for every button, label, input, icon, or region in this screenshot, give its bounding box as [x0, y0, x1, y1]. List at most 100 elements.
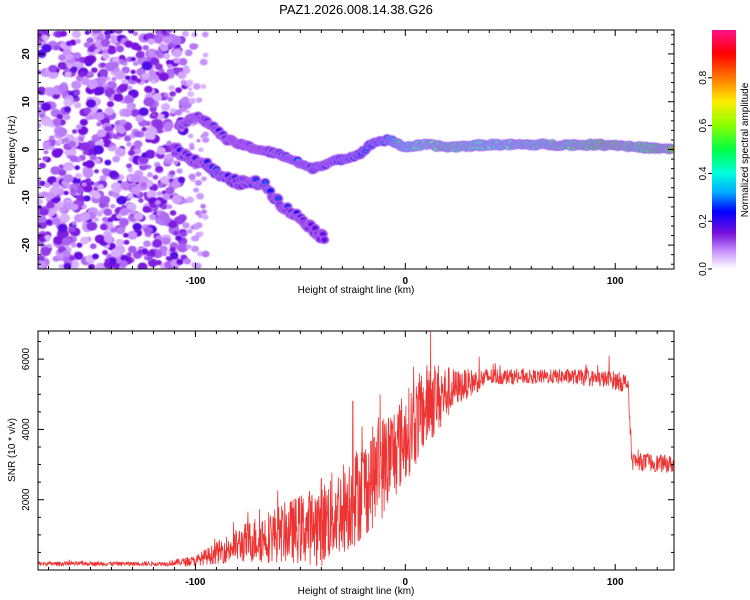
heatmap-cell	[42, 70, 50, 77]
heatmap-cell	[126, 141, 133, 147]
heatmap-cell	[171, 195, 182, 204]
heatmap-cell	[46, 201, 55, 209]
heatmap-cell	[119, 218, 129, 227]
heatmap-cell	[135, 114, 144, 123]
heatmap-cell	[102, 250, 109, 256]
heatmap-cell	[83, 42, 91, 48]
heatmap-cell	[106, 101, 114, 108]
heatmap-cell	[160, 103, 171, 111]
heatmap-cell	[93, 169, 99, 174]
heatmap-cell	[71, 30, 82, 39]
heatmap-cell	[132, 222, 142, 231]
heatmap-cell	[142, 44, 149, 51]
heatmap-cell	[137, 249, 143, 255]
heatmap-cell	[192, 83, 201, 90]
heatmap-cell	[85, 99, 97, 108]
heatmap-cell	[73, 90, 80, 96]
heatmap-cell	[130, 174, 141, 183]
snr-x-axis-label: Height of straight line (km)	[298, 586, 415, 597]
heatmap-cell	[176, 168, 183, 174]
heatmap-cell	[126, 163, 133, 169]
heatmap-cell	[181, 96, 190, 104]
heatmap-cell	[200, 134, 205, 139]
heatmap-cell	[42, 34, 50, 41]
heatmap-cell	[98, 68, 109, 77]
heatmap-cell	[93, 217, 99, 222]
y-tick-label: 20	[21, 48, 32, 60]
heatmap-cell	[102, 53, 110, 60]
y-tick-label: 0	[21, 146, 32, 152]
heatmap-cell	[64, 106, 71, 113]
heatmap-cell	[95, 210, 103, 217]
heatmap-cell	[126, 252, 132, 257]
heatmap-cell	[57, 138, 64, 145]
heatmap-cell	[153, 35, 164, 44]
heatmap-cell	[62, 256, 69, 263]
heatmap-cell	[58, 264, 64, 269]
heatmap-cell	[148, 213, 157, 221]
heatmap-cell	[79, 71, 86, 76]
heatmap-cell	[184, 49, 193, 57]
heatmap-cell	[168, 85, 175, 91]
heatmap-cell	[146, 255, 153, 261]
heatmap-cell	[88, 79, 99, 88]
x-tick-label: 0	[403, 577, 409, 588]
colorbar-tick-label: 0.6	[698, 118, 709, 132]
heatmap-cell	[147, 48, 158, 58]
heatmap-cell	[160, 203, 168, 210]
heatmap-cell	[115, 186, 122, 193]
heatmap-cell	[100, 223, 108, 231]
heatmap-cell	[59, 213, 71, 223]
heatmap-cell	[96, 129, 107, 138]
heatmap-cell	[198, 231, 204, 236]
colorbar-ticks: 0.0 0.2 0.4 0.6 0.8	[698, 70, 712, 276]
heatmap-cell	[63, 114, 71, 121]
x-tick-label: -100	[185, 276, 205, 287]
heatmap-cell	[58, 169, 67, 177]
heatmap-cell	[92, 191, 101, 199]
heatmap-cell	[151, 79, 157, 84]
heatmap-cell	[110, 227, 116, 233]
heatmap-cell	[55, 148, 64, 155]
heatmap-cell	[196, 192, 205, 200]
heatmap-cell	[165, 186, 175, 195]
heatmap-cell	[40, 246, 51, 257]
heatmap-cell	[157, 182, 164, 188]
heatmap-cell	[149, 202, 157, 209]
heatmap-cell	[91, 67, 98, 74]
heatmap-cell	[114, 147, 126, 157]
heatmap-cell	[130, 42, 140, 51]
heatmap-cell	[113, 93, 124, 102]
heatmap-cell	[131, 75, 138, 81]
heatmap-cell	[200, 203, 207, 209]
heatmap-cell	[41, 102, 51, 111]
heatmap-cell	[202, 136, 210, 143]
heatmap-cell	[194, 179, 202, 186]
y-tick-label: 4000	[21, 418, 32, 441]
heatmap-cell	[38, 220, 48, 230]
heatmap-cell	[56, 127, 68, 137]
heatmap-cell	[151, 112, 157, 117]
colorbar: 0.0 0.2 0.4 0.6 0.8 Normalized spectral ampl…	[698, 30, 750, 276]
heatmap-cell	[92, 30, 101, 34]
heatmap-cell	[182, 199, 188, 204]
heatmap-cell	[195, 211, 200, 215]
heatmap-cell	[158, 211, 170, 222]
heatmap-cell	[104, 258, 111, 264]
heatmap-cell	[85, 177, 92, 184]
heatmap-cell	[74, 165, 81, 171]
heatmap-cell	[128, 231, 137, 239]
heatmap-cell	[127, 167, 134, 173]
heatmap-cell	[180, 231, 187, 237]
heatmap-cell	[176, 259, 184, 266]
heatmap-cell	[157, 113, 165, 120]
snr-axis-ticks: -100 0 100 2000 4000 6000	[21, 331, 674, 588]
heatmap-cell	[95, 262, 105, 269]
heatmap-cell	[166, 68, 175, 76]
heatmap-cell	[96, 121, 102, 127]
heatmap-cell	[100, 195, 111, 205]
heatmap-cell	[162, 52, 171, 60]
heatmap-cell	[169, 210, 177, 216]
heatmap-cell	[154, 199, 161, 206]
heatmap-cell	[78, 136, 84, 142]
